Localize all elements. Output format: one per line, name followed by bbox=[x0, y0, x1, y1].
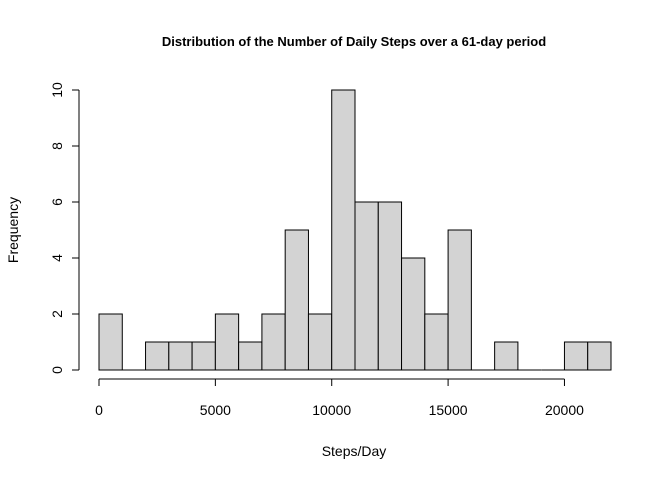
histogram-bar-13000-14000 bbox=[401, 257, 426, 371]
x-tick-label: 5000 bbox=[200, 402, 231, 418]
y-tick-label: 4 bbox=[49, 254, 65, 262]
histogram-bar-8000-9000 bbox=[284, 229, 309, 371]
histogram-bar-11000-12000 bbox=[354, 201, 379, 371]
histogram-bar-20000-21000 bbox=[563, 341, 589, 371]
x-axis: 0 5000 10000 15000 20000 bbox=[95, 378, 584, 418]
histogram-bar-10000-11000 bbox=[331, 89, 356, 371]
histogram-bar-15000-16000 bbox=[447, 229, 472, 371]
y-tick-label: 10 bbox=[49, 82, 65, 98]
histogram-bar-3000-4000 bbox=[168, 341, 193, 371]
y-tick-label: 8 bbox=[49, 142, 65, 150]
y-tick-label: 2 bbox=[49, 310, 65, 318]
histogram-bar-21000-22000 bbox=[587, 341, 612, 371]
x-axis-label: Steps/Day bbox=[322, 443, 387, 459]
histogram-bar-17000-18000 bbox=[494, 341, 519, 371]
x-tick-label: 15000 bbox=[429, 402, 468, 418]
chart-title: Distribution of the Number of Daily Step… bbox=[162, 34, 546, 49]
y-tick-label: 0 bbox=[49, 366, 65, 374]
histogram-bar-6000-7000 bbox=[238, 341, 263, 371]
histogram-bar-7000-8000 bbox=[261, 313, 286, 371]
histogram-bar-9000-10000 bbox=[307, 313, 333, 371]
y-axis: 0 2 4 6 8 10 bbox=[49, 82, 80, 374]
histogram-bar-12000-13000 bbox=[377, 201, 403, 371]
x-tick-label: 0 bbox=[95, 402, 103, 418]
histogram-bar-4000-5000 bbox=[191, 341, 216, 371]
y-tick-label: 6 bbox=[49, 198, 65, 206]
histogram-bar-2000-3000 bbox=[145, 341, 170, 371]
x-tick-label: 10000 bbox=[312, 402, 351, 418]
x-tick-label: 20000 bbox=[545, 402, 584, 418]
bars-group bbox=[98, 89, 612, 371]
y-axis-label: Frequency bbox=[5, 197, 21, 263]
histogram-bar-14000-15000 bbox=[424, 313, 449, 371]
histogram-bar-5000-6000 bbox=[214, 313, 240, 371]
histogram-bar-0-1000 bbox=[98, 313, 123, 371]
